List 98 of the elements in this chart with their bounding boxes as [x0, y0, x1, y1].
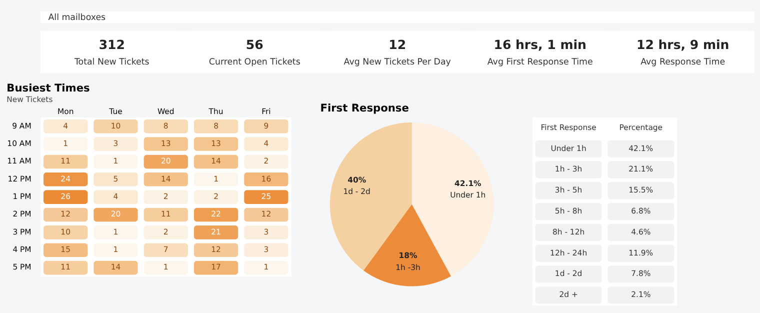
data-label: 25 — [261, 192, 272, 202]
slice-label: Under 1h — [450, 190, 486, 200]
data-label: 7 — [163, 245, 168, 254]
pie-slice — [363, 204, 452, 286]
category-label: 5h - 8h — [554, 206, 582, 216]
x-tick-label: Wed — [157, 107, 174, 116]
data-label: 20 — [110, 210, 121, 219]
data-label: 24 — [60, 174, 71, 184]
text: 12 hrs, 9 min — [636, 37, 730, 52]
category-label: Avg Response Time — [640, 57, 726, 68]
data-label: 3 — [264, 227, 269, 236]
data-label: 42.1% — [454, 179, 482, 188]
category-label: 2d + — [559, 290, 578, 300]
x-tick-label: Fri — [262, 107, 271, 116]
chart-title: Busiest Times — [6, 82, 90, 94]
data-label: 2 — [264, 156, 269, 166]
data-label: 15 — [60, 245, 71, 254]
data-label: 3 — [264, 245, 269, 254]
x-tick-label: Tue — [108, 107, 123, 116]
data-label: 1 — [214, 174, 219, 184]
y-tick-label: 11 AM — [7, 156, 32, 166]
data-label: 9 — [264, 121, 269, 130]
category-label: 12h - 24h — [550, 248, 588, 258]
text: 21.1% — [628, 164, 654, 174]
data-label: 10 — [110, 121, 121, 130]
category-label: 1d - 2d — [554, 269, 582, 278]
data-label: 2 — [214, 192, 219, 202]
data-label: 13 — [160, 138, 171, 148]
data-label: 4 — [113, 192, 118, 202]
data-label: 26 — [60, 192, 71, 202]
data-label: 11 — [60, 156, 71, 166]
text: 12 — [388, 37, 406, 52]
data-label: 18% — [398, 251, 418, 260]
data-label: 21 — [211, 227, 222, 236]
category-label: Avg New Tickets Per Day — [344, 57, 451, 68]
y-tick-label: 3 PM — [12, 227, 32, 236]
data-label: 1 — [63, 138, 68, 148]
data-label: 2 — [163, 192, 168, 202]
data-label: 5 — [113, 174, 118, 184]
category-label: Avg First Response Time — [487, 57, 593, 68]
y-tick-label: 4 PM — [12, 245, 32, 254]
data-label: 14 — [110, 262, 121, 272]
x-tick-label: Thu — [208, 107, 224, 116]
data-label: 12 — [261, 210, 272, 219]
data-label: 17 — [211, 262, 222, 272]
data-label: 2 — [163, 227, 168, 236]
text: 11.9% — [628, 248, 654, 258]
category-label: Total New Tickets — [73, 57, 150, 68]
data-label: 40% — [348, 176, 366, 185]
y-tick-label: 12 PM — [8, 174, 32, 184]
slice-label: 1h -3h — [396, 262, 421, 272]
text: 16 hrs, 1 min — [494, 37, 586, 52]
data-label: 8 — [214, 121, 219, 130]
data-label: 22 — [211, 210, 222, 219]
text: All mailboxes — [48, 13, 106, 24]
data-label: 1 — [163, 262, 168, 272]
data-label: 11 — [60, 262, 71, 272]
text: 6.8% — [631, 206, 651, 216]
data-label: 1 — [113, 227, 118, 236]
data-label: 11 — [160, 210, 171, 219]
x-tick-label: Mon — [57, 107, 74, 116]
data-label: 14 — [211, 156, 222, 166]
data-label: 16 — [261, 174, 272, 184]
text: 312 — [98, 37, 125, 52]
y-tick-label: 9 AM — [12, 121, 32, 130]
data-label: 12 — [211, 245, 222, 254]
category-label: 8h - 12h — [552, 227, 585, 236]
text: 42.1% — [628, 144, 654, 153]
text: First Response — [540, 122, 597, 132]
data-label: 12 — [60, 210, 71, 219]
data-label: 13 — [211, 138, 222, 148]
text: 2.1% — [631, 290, 651, 300]
data-label: 14 — [160, 174, 171, 184]
y-tick-label: 5 PM — [12, 262, 32, 272]
data-label: 10 — [60, 227, 71, 236]
category-label: 1h - 3h — [554, 164, 582, 174]
y-tick-label: 2 PM — [12, 210, 32, 219]
text: New Tickets — [6, 95, 53, 104]
category-label: Under 1h — [550, 144, 586, 153]
category-label: 3h - 5h — [554, 186, 582, 195]
data-label: 8 — [163, 121, 168, 130]
text: 56 — [246, 37, 264, 52]
slice-label: 1d - 2d — [343, 187, 371, 196]
data-label: 4 — [63, 121, 68, 130]
y-tick-label: 10 AM — [7, 138, 32, 148]
data-label: 20 — [160, 156, 171, 166]
data-label: 1 — [113, 245, 118, 254]
category-label: Current Open Tickets — [208, 57, 301, 68]
data-label: 4 — [264, 138, 269, 148]
y-tick-label: 1 PM — [12, 192, 32, 202]
data-label: 1 — [264, 262, 269, 272]
text: 4.6% — [631, 227, 651, 236]
text: Percentage — [619, 122, 663, 132]
data-label: 1 — [113, 156, 118, 166]
text: 15.5% — [628, 186, 654, 195]
text: 7.8% — [631, 269, 651, 278]
data-label: 3 — [113, 138, 118, 148]
chart-title: First Response — [320, 102, 409, 115]
